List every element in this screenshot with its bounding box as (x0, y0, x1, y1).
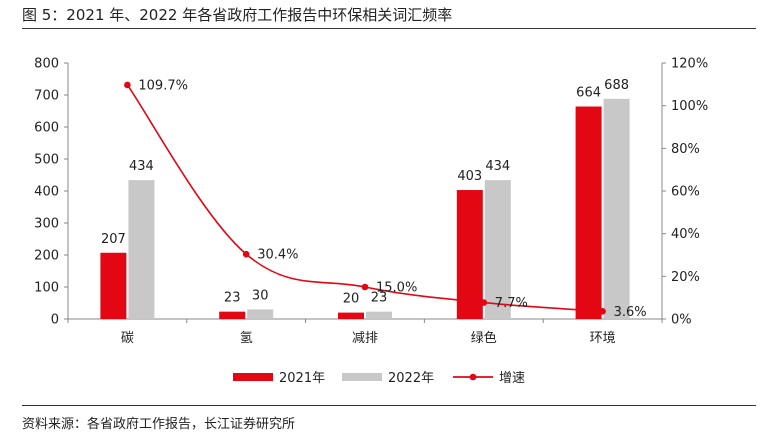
bar-2022 (128, 180, 155, 319)
bar-2021 (100, 252, 127, 319)
right-axis-tick-label: 60% (671, 185, 700, 200)
legend-label-growth: 增速 (499, 371, 525, 386)
bar-2021 (219, 311, 246, 319)
growth-line (126, 84, 603, 313)
figure-title: 图 5：2021 年、2022 年各省政府工作报告中环保相关词汇频率 (22, 6, 453, 24)
left-axis-tick-label: 300 (34, 217, 59, 232)
bar-2021-label: 403 (457, 169, 482, 184)
bar-2022-label: 434 (485, 159, 510, 174)
growth-point (361, 283, 369, 291)
growth-label: 15.0% (376, 281, 417, 296)
right-axis-tick-label: 20% (671, 270, 700, 285)
x-axis-category-label: 碳 (121, 331, 134, 346)
title-rule (22, 28, 756, 29)
left-axis-tick-label: 200 (34, 249, 59, 264)
left-axis-tick-label: 700 (34, 89, 59, 104)
bar-2021 (456, 190, 483, 319)
x-axis-category-label: 减排 (352, 331, 378, 346)
x-axis-category-label: 氢 (240, 331, 253, 346)
left-axis-tick-label: 500 (34, 153, 59, 168)
legend-swatch-growth-marker (469, 373, 477, 381)
figure-source: 资料来源：各省政府工作报告，长江证券研究所 (22, 417, 296, 432)
bar-2022 (484, 180, 511, 319)
bar-2021-label: 207 (101, 232, 126, 247)
legend-label-2022: 2022年 (388, 371, 434, 386)
bar-2022-label: 434 (129, 159, 154, 174)
left-axis-tick-label: 0 (51, 313, 59, 328)
bar-2022-label: 688 (604, 78, 629, 93)
bar-2022-label: 30 (252, 288, 269, 303)
growth-label: 109.7% (138, 78, 188, 93)
right-axis-tick-label: 80% (671, 142, 700, 157)
growth-point (480, 299, 488, 306)
legend-swatch-2022 (342, 373, 382, 381)
bar-2022 (247, 309, 274, 319)
growth-point (242, 250, 250, 258)
bar-2021 (575, 106, 602, 320)
bar-2022 (366, 311, 392, 319)
left-axis-tick-label: 800 (34, 57, 59, 72)
growth-point (124, 81, 131, 89)
right-axis-tick-label: 40% (671, 227, 700, 242)
right-axis-tick-label: 0% (671, 313, 692, 328)
bar-2022-label: 23 (371, 291, 388, 306)
growth-point (599, 308, 606, 315)
bar-2021-label: 23 (224, 291, 241, 306)
growth-label: 30.4% (257, 248, 298, 263)
source-rule (22, 405, 756, 406)
x-axis-category-label: 绿色 (471, 330, 497, 346)
bar-2021-label: 664 (576, 86, 601, 101)
legend-swatch-2021 (233, 373, 273, 381)
left-axis-tick-label: 400 (34, 185, 59, 200)
right-axis-tick-label: 120% (671, 57, 708, 72)
left-axis-tick-label: 600 (34, 121, 59, 136)
bar-2021-label: 20 (343, 292, 360, 307)
growth-label: 3.6% (614, 305, 647, 320)
bar-2022 (603, 98, 630, 319)
left-axis-tick-label: 100 (34, 281, 59, 296)
growth-label: 7.7% (495, 296, 528, 311)
bar-2021 (338, 312, 364, 319)
legend-label-2021: 2021年 (279, 371, 325, 386)
x-axis-category-label: 环境 (590, 331, 616, 346)
right-axis-tick-label: 100% (671, 99, 708, 114)
